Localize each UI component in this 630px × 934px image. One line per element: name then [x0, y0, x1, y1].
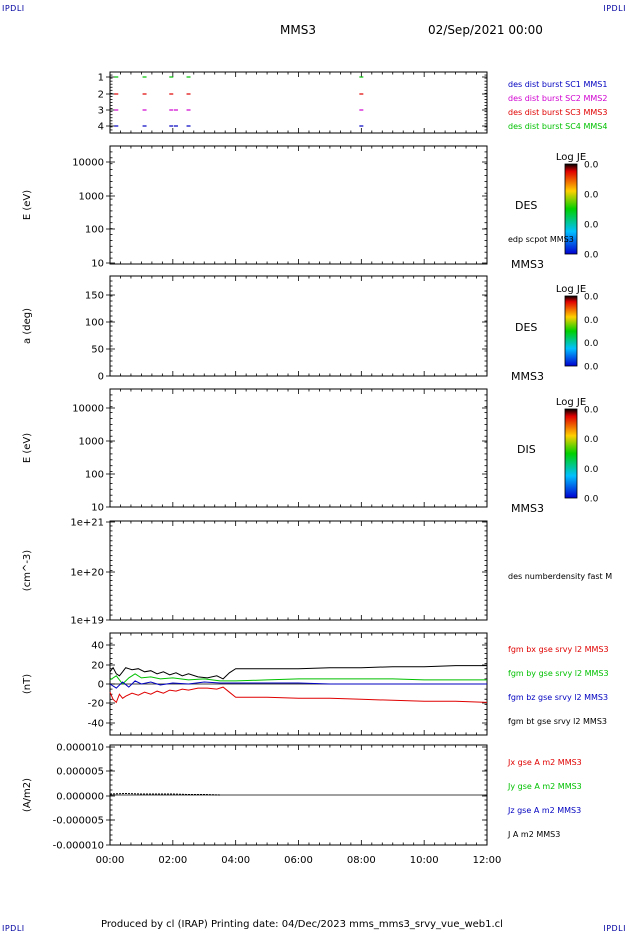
- y-axis-label: a (deg): [22, 308, 33, 344]
- burst-legend-entry: des dist burst SC1 MMS1: [508, 80, 607, 89]
- fgm-series-line: [109, 673, 487, 685]
- burst-legend-entry: des dist burst SC3 MMS3: [508, 108, 607, 117]
- y-tick-label: 10000: [72, 404, 104, 415]
- colorbar-tick-label: 0.0: [584, 293, 599, 303]
- density-legend-entry: des numberdensity fast M: [508, 572, 612, 581]
- panel-frame-density: [109, 520, 488, 621]
- spacecraft-label: MMS3: [511, 258, 544, 271]
- instrument-label: DIS: [517, 443, 536, 456]
- y-axis-label: E (eV): [22, 433, 33, 463]
- y-tick-label: 1000: [79, 437, 104, 448]
- instrument-label: DES: [515, 199, 537, 212]
- footer-credits: Produced by cl (IRAP) Printing date: 04/…: [101, 919, 503, 930]
- current-legend-entry: Jy gse A m2 MMS3: [507, 782, 582, 791]
- spacecraft-label: MMS3: [511, 370, 544, 383]
- y-tick-label: 10: [91, 259, 104, 270]
- colorbar: [564, 163, 578, 255]
- date-title: 02/Sep/2021 00:00: [428, 23, 543, 37]
- colorbar-tick-label: 0.0: [584, 251, 599, 261]
- fgm-series-line: [109, 686, 488, 704]
- y-tick-label: 1000: [79, 192, 104, 203]
- y-tick-label: -0.000010: [53, 841, 104, 852]
- y-tick-label: 20: [91, 661, 104, 672]
- y-tick-label: 40: [91, 641, 104, 652]
- colorbar-tick-label: 0.0: [584, 191, 599, 201]
- fgm-series-line: [109, 680, 487, 689]
- instrument-label: DES: [515, 321, 537, 334]
- y-tick-label: 1: [98, 73, 104, 84]
- x-tick-label: 08:00: [347, 855, 376, 866]
- colorbar-tick-label: 0.0: [584, 316, 599, 326]
- y-tick-label: 150: [85, 291, 104, 302]
- current-series-line: [109, 792, 221, 796]
- y-tick-label: -0.000005: [53, 816, 104, 827]
- x-tick-label: 04:00: [221, 855, 250, 866]
- y-axis-label: E (eV): [22, 190, 33, 220]
- current-legend-entry: Jz gse A m2 MMS3: [507, 806, 581, 815]
- colorbar-title: Log JE: [556, 152, 586, 163]
- y-axis-label: (nT): [22, 674, 33, 694]
- y-axis-label: (A/m2): [22, 778, 33, 812]
- colorbar: [564, 295, 578, 367]
- y-tick-label: -40: [88, 719, 104, 730]
- y-tick-label: 0.000000: [56, 792, 104, 803]
- fgm-legend-entry: fgm bz gse srvy l2 MMS3: [508, 693, 608, 702]
- x-tick-label: 12:00: [473, 855, 502, 866]
- spacecraft-title: MMS3: [280, 23, 316, 37]
- current-legend-entry: Jx gse A m2 MMS3: [507, 758, 582, 767]
- y-tick-label: 4: [98, 122, 104, 133]
- colorbar-tick-label: 0.0: [584, 406, 599, 416]
- y-tick-label: 0: [98, 372, 104, 383]
- y-tick-label: 10000: [72, 158, 104, 169]
- colorbar-tick-label: 0.0: [584, 465, 599, 475]
- corner-label-top-right: IPDLI: [603, 4, 626, 13]
- y-axis-label: (cm^-3): [22, 550, 33, 591]
- y-tick-label: 100: [85, 225, 104, 236]
- colorbar-tick-label: 0.0: [584, 435, 599, 445]
- fgm-legend-entry: fgm bx gse srvy l2 MMS3: [508, 645, 609, 654]
- x-tick-label: 10:00: [410, 855, 439, 866]
- y-tick-label: 1e+21: [70, 518, 104, 529]
- colorbar-tick-label: 0.0: [584, 339, 599, 349]
- fgm-legend-entry: fgm bt gse srvy l2 MMS3: [508, 717, 607, 726]
- corner-label-bottom-right: IPDLI: [603, 924, 626, 933]
- colorbar: [564, 408, 578, 499]
- y-tick-label: 0.000005: [56, 767, 104, 778]
- y-tick-label: 1e+19: [70, 616, 104, 627]
- colorbar-tick-label: 0.0: [584, 221, 599, 231]
- fgm-legend-entry: fgm by gse srvy l2 MMS3: [508, 669, 609, 678]
- y-tick-label: -20: [88, 699, 104, 710]
- y-tick-label: 50: [91, 345, 104, 356]
- y-tick-label: 0: [98, 680, 104, 691]
- x-tick-label: 00:00: [96, 855, 125, 866]
- y-tick-label: 2: [98, 90, 104, 101]
- corner-label-top-left: IPDLI: [2, 4, 25, 13]
- colorbar-tick-label: 0.0: [584, 495, 599, 505]
- burst-legend-entry: des dist burst SC4 MMS4: [508, 122, 607, 131]
- colorbar-title: Log JE: [556, 284, 586, 295]
- spacecraft-label: MMS3: [511, 502, 544, 515]
- y-tick-label: 0.000010: [56, 743, 104, 754]
- y-tick-label: 1e+20: [70, 568, 104, 579]
- y-tick-label: 100: [85, 318, 104, 329]
- x-tick-label: 06:00: [284, 855, 313, 866]
- colorbar-tick-label: 0.0: [584, 161, 599, 171]
- fgm-series-line: [109, 665, 487, 680]
- panel-frame-des_energy: [109, 145, 488, 265]
- y-tick-label: 10: [91, 503, 104, 514]
- x-tick-label: 02:00: [158, 855, 187, 866]
- panel-frame-des_pitch: [109, 275, 488, 377]
- overlay-legend-entry: edp scpot MMS3: [508, 235, 574, 244]
- panel-frame-burst: [109, 71, 488, 134]
- current-legend-entry: J A m2 MMS3: [507, 830, 560, 839]
- panel-frame-dis_energy: [109, 388, 488, 508]
- y-tick-label: 3: [98, 106, 104, 117]
- y-tick-label: 100: [85, 470, 104, 481]
- burst-legend-entry: des dist burst SC2 MMS2: [508, 94, 607, 103]
- colorbar-tick-label: 0.0: [584, 363, 599, 373]
- colorbar-title: Log JE: [556, 397, 586, 408]
- corner-label-bottom-left: IPDLI: [2, 924, 25, 933]
